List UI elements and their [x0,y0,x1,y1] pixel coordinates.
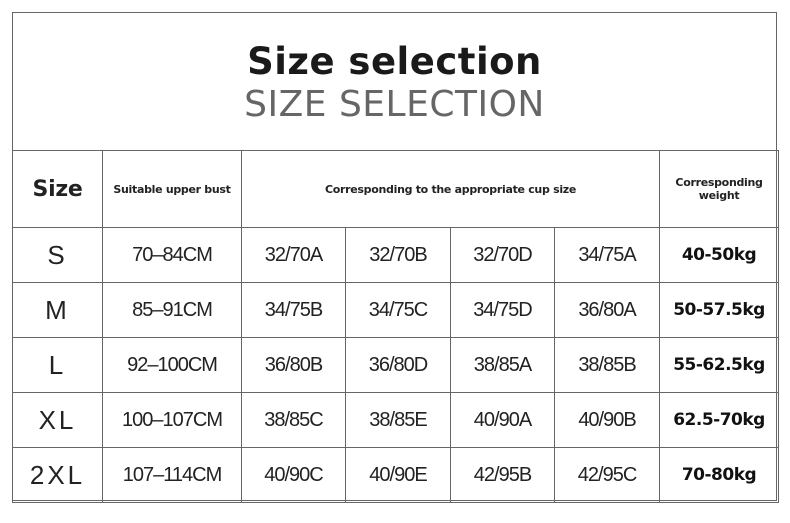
header-bust: Suitable upper bust [102,150,242,228]
size-table: Size Suitable upper bust Corresponding t… [12,150,780,503]
size-cell: XL [12,392,103,448]
bust-cell: 85–91CM [102,282,242,338]
header-size: Size [12,150,103,228]
cup-cell: 32/70A [241,227,346,283]
cup-cell: 38/85C [241,392,346,448]
header-weight: Corresponding weight [659,150,780,228]
size-cell: L [12,337,103,393]
cup-cell: 36/80A [553,282,661,338]
bust-cell: 70–84CM [102,227,242,283]
cup-cell: 32/70D [450,227,555,283]
cup-cell: 34/75D [450,282,555,338]
weight-cell: 70-80kg [659,447,780,503]
header-cup: Corresponding to the appropriate cup siz… [240,150,661,228]
table-row: S 70–84CM 32/70A 32/70B 32/70D 34/75A 40-50kg [12,227,780,283]
table-row: L 92–100CM 36/80B 36/80D 38/85A 38/85B 55-62.5… [12,337,780,393]
cup-cell: 40/90C [241,447,346,503]
cup-cell: 38/85E [345,392,451,448]
bust-cell: 100–107CM [102,392,242,448]
bust-cell: 92–100CM [102,337,242,393]
cup-cell: 34/75B [241,282,346,338]
bust-cell: 107–114CM [102,447,242,503]
table-row: M 85–91CM 34/75B 34/75C 34/75D 36/80A 50-57.5k… [12,282,780,338]
table-row: XL 100–107CM 38/85C 38/85E 40/90A 40/90B 62.5-… [12,392,780,448]
cup-cell: 42/95B [450,447,555,503]
size-cell: S [12,227,103,283]
page-subtitle: SIZE SELECTION [244,84,545,125]
cup-cell: 36/80B [241,337,346,393]
cup-cell: 38/85B [553,337,661,393]
page-title: Size selection [247,40,542,83]
cup-cell: 36/80D [345,337,451,393]
cup-cell: 40/90B [553,392,661,448]
cup-cell: 32/70B [345,227,451,283]
table-row: 2XL 107–114CM 40/90C 40/90E 42/95B 42/95C 70-8… [12,447,780,503]
weight-cell: 62.5-70kg [659,392,780,448]
cup-cell: 42/95C [553,447,661,503]
weight-cell: 50-57.5kg [659,282,780,338]
cup-cell: 34/75A [553,227,661,283]
cup-cell: 40/90A [450,392,555,448]
size-cell: M [12,282,103,338]
weight-cell: 55-62.5kg [659,337,780,393]
weight-cell: 40-50kg [659,227,780,283]
header-row: Size Suitable upper bust Corresponding t… [12,150,780,228]
cup-cell: 38/85A [450,337,555,393]
cup-cell: 40/90E [345,447,451,503]
size-cell: 2XL [12,447,103,503]
cup-cell: 34/75C [345,282,451,338]
